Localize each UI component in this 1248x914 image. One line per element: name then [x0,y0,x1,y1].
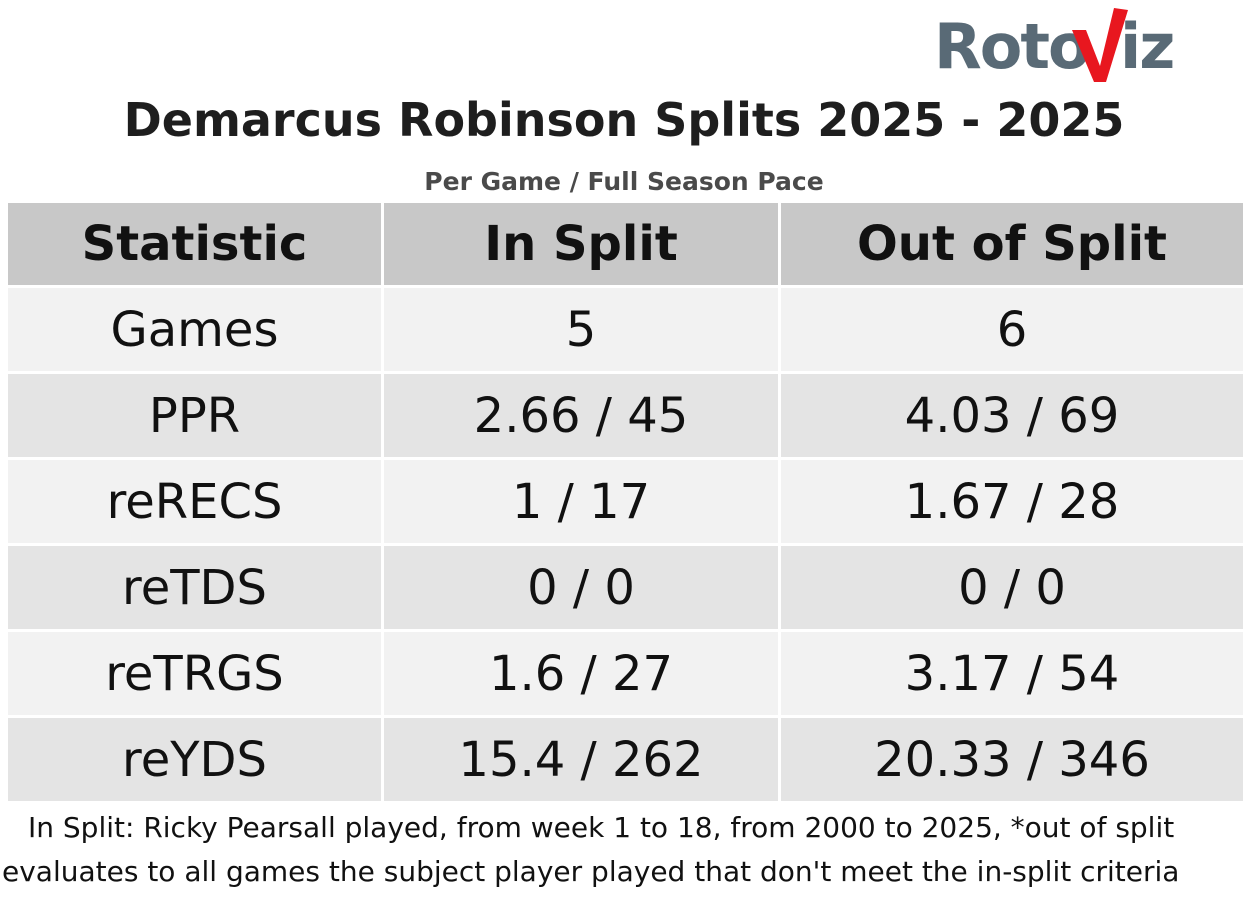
table-row: reTRGS 1.6 / 27 3.17 / 54 [5,629,1246,718]
table-row: PPR 2.66 / 45 4.03 / 69 [5,371,1246,460]
logo-v-mark-icon [1072,8,1128,82]
out-of-split-cell: 6 [778,285,1246,374]
rotoviz-logo: Roto iz [930,4,1192,88]
out-of-split-cell: 20.33 / 346 [778,715,1246,804]
splits-table: Statistic In Split Out of Split Games 5 … [5,200,1246,804]
out-of-split-cell: 3.17 / 54 [778,629,1246,718]
page-title: Demarcus Robinson Splits 2025 - 2025 [123,93,1125,147]
page-subtitle: Per Game / Full Season Pace [424,167,824,196]
out-of-split-cell: 4.03 / 69 [778,371,1246,460]
table-header-row: Statistic In Split Out of Split [5,200,1246,288]
table-row: reYDS 15.4 / 262 20.33 / 346 [5,715,1246,804]
in-split-cell: 1.6 / 27 [381,629,781,718]
logo-text-left: Roto [934,10,1091,83]
in-split-cell: 5 [381,285,781,374]
in-split-cell: 0 / 0 [381,543,781,632]
out-of-split-cell: 1.67 / 28 [778,457,1246,546]
table-row: reRECS 1 / 17 1.67 / 28 [5,457,1246,546]
column-header-out-of-split: Out of Split [778,200,1246,288]
column-header-statistic: Statistic [5,200,384,288]
column-header-in-split: In Split [381,200,781,288]
logo-text-right: iz [1120,10,1175,83]
in-split-cell: 2.66 / 45 [381,371,781,460]
in-split-cell: 1 / 17 [381,457,781,546]
stat-name-cell: PPR [5,371,384,460]
stat-name-cell: reTDS [5,543,384,632]
split-criteria-footnote: In Split: Ricky Pearsall played, from we… [2,811,1180,888]
table-row: Games 5 6 [5,285,1246,374]
stat-name-cell: reYDS [5,715,384,804]
stat-name-cell: reRECS [5,457,384,546]
stat-name-cell: Games [5,285,384,374]
table-row: reTDS 0 / 0 0 / 0 [5,543,1246,632]
stat-name-cell: reTRGS [5,629,384,718]
out-of-split-cell: 0 / 0 [778,543,1246,632]
in-split-cell: 15.4 / 262 [381,715,781,804]
